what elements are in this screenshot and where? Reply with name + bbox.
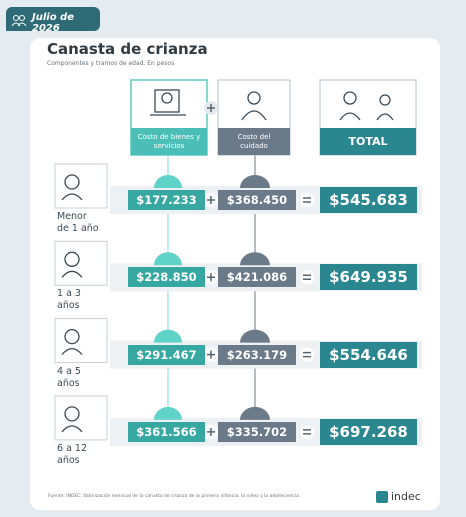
subtitle: Componentes y tramos de edad. En pesos: [47, 60, 175, 67]
care-cost: $421.086: [218, 267, 296, 288]
goods-cost: $361.566: [128, 421, 205, 442]
goods-cost: $291.467: [128, 344, 205, 365]
title: Canasta de crianza: [47, 40, 208, 58]
age-label: Menor de 1 año: [57, 211, 99, 234]
care-cost: $368.450: [218, 190, 296, 210]
column-header: TOTAL: [320, 128, 416, 155]
age-label: 1 a 3 años: [57, 288, 81, 312]
column-header: Costo de bienes y servicios: [131, 128, 207, 155]
goods-cost: $228.850: [128, 267, 205, 288]
column-header: Costo del cuidado: [218, 128, 290, 155]
logo-mark: [376, 491, 388, 503]
goods-cost: $177.233: [128, 190, 205, 210]
banner-icon: [11, 15, 27, 27]
total-cost: $554.646: [320, 341, 417, 368]
care-cost: $263.179: [218, 344, 296, 365]
total-cost: $697.268: [320, 418, 417, 445]
total-cost: $649.935: [320, 264, 417, 291]
source: Fuente: INDEC, Valorización mensual de l…: [48, 494, 301, 499]
age-label: 6 a 12 años: [57, 442, 87, 466]
logo: indec: [391, 490, 421, 503]
care-cost: $335.702: [218, 421, 296, 442]
total-cost: $545.683: [320, 187, 417, 213]
age-label: 4 a 5 años: [57, 365, 81, 389]
date: Julio de 2026: [32, 12, 74, 34]
date-banner: Julio de 2026: [6, 7, 100, 34]
